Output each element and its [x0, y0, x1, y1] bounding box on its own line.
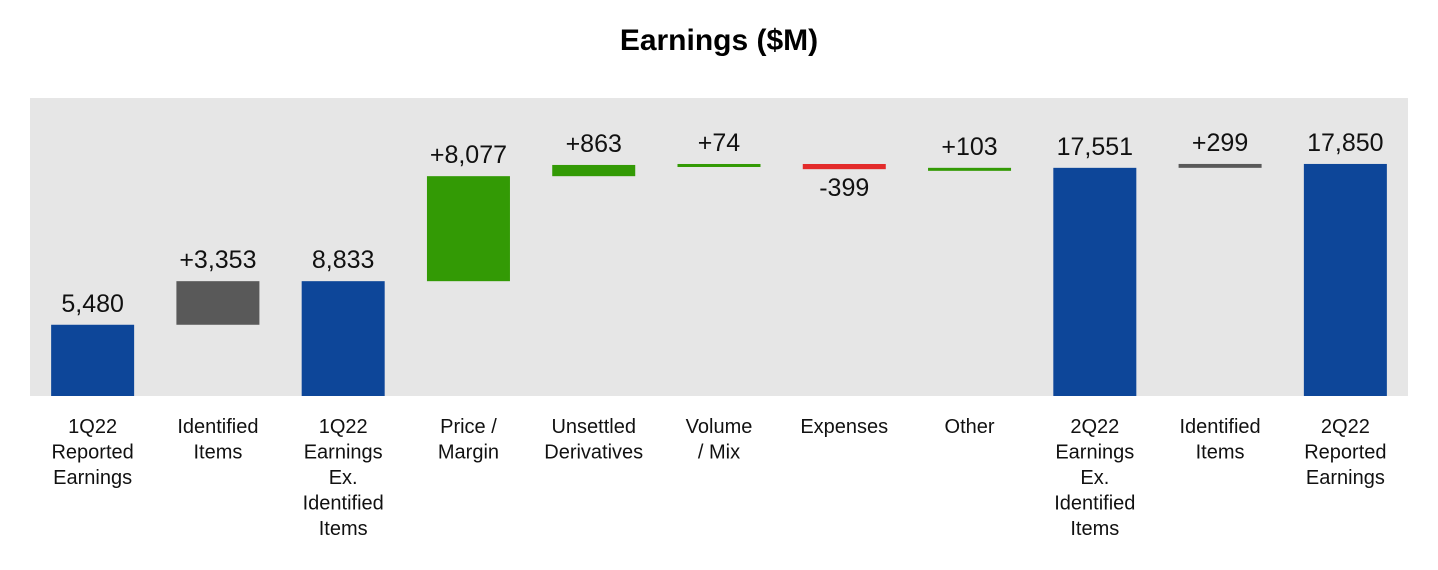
- chart-title: Earnings ($M): [619, 24, 819, 57]
- category-label-9: 2Q22 Earnings Ex. Identified Items: [1054, 416, 1135, 540]
- bar-10: [1178, 163, 1262, 168]
- value-label-2: +3,353: [179, 246, 256, 274]
- category-label-10: Identified Items: [1180, 416, 1261, 464]
- value-label-9: 17,551: [1057, 133, 1133, 161]
- value-label-11: 17,850: [1307, 129, 1383, 157]
- bar-8: [928, 167, 1012, 171]
- bar-9: [1053, 167, 1137, 396]
- bar-6: [677, 163, 761, 167]
- category-label-6: Volume / Mix: [686, 416, 753, 464]
- category-label-11: 2Q22 Reported Earnings: [1304, 416, 1386, 489]
- bar-2: [176, 281, 260, 325]
- value-label-5: +863: [566, 130, 622, 158]
- bar-4: [426, 176, 510, 282]
- value-label-7: -399: [819, 174, 869, 202]
- category-label-7: Expenses: [800, 416, 888, 438]
- category-label-5: Unsettled Derivatives: [544, 416, 643, 464]
- bar-7: [802, 163, 886, 170]
- category-label-2: Identified Items: [177, 416, 258, 464]
- bar-1: [51, 324, 135, 396]
- bar-3: [301, 281, 385, 396]
- value-label-10: +299: [1192, 129, 1248, 157]
- value-label-6: +74: [698, 129, 741, 157]
- value-label-4: +8,077: [430, 141, 507, 169]
- category-label-3: 1Q22 Earnings Ex. Identified Items: [303, 416, 384, 540]
- value-label-3: 8,833: [312, 246, 375, 274]
- bar-11: [1303, 163, 1387, 396]
- plot-background: [30, 98, 1408, 396]
- bar-5: [552, 164, 636, 177]
- category-label-4: Price / Margin: [438, 416, 499, 464]
- category-label-1: 1Q22 Reported Earnings: [51, 416, 133, 489]
- category-label-8: Other: [945, 416, 995, 438]
- value-label-8: +103: [941, 133, 997, 161]
- value-label-1: 5,480: [61, 290, 124, 318]
